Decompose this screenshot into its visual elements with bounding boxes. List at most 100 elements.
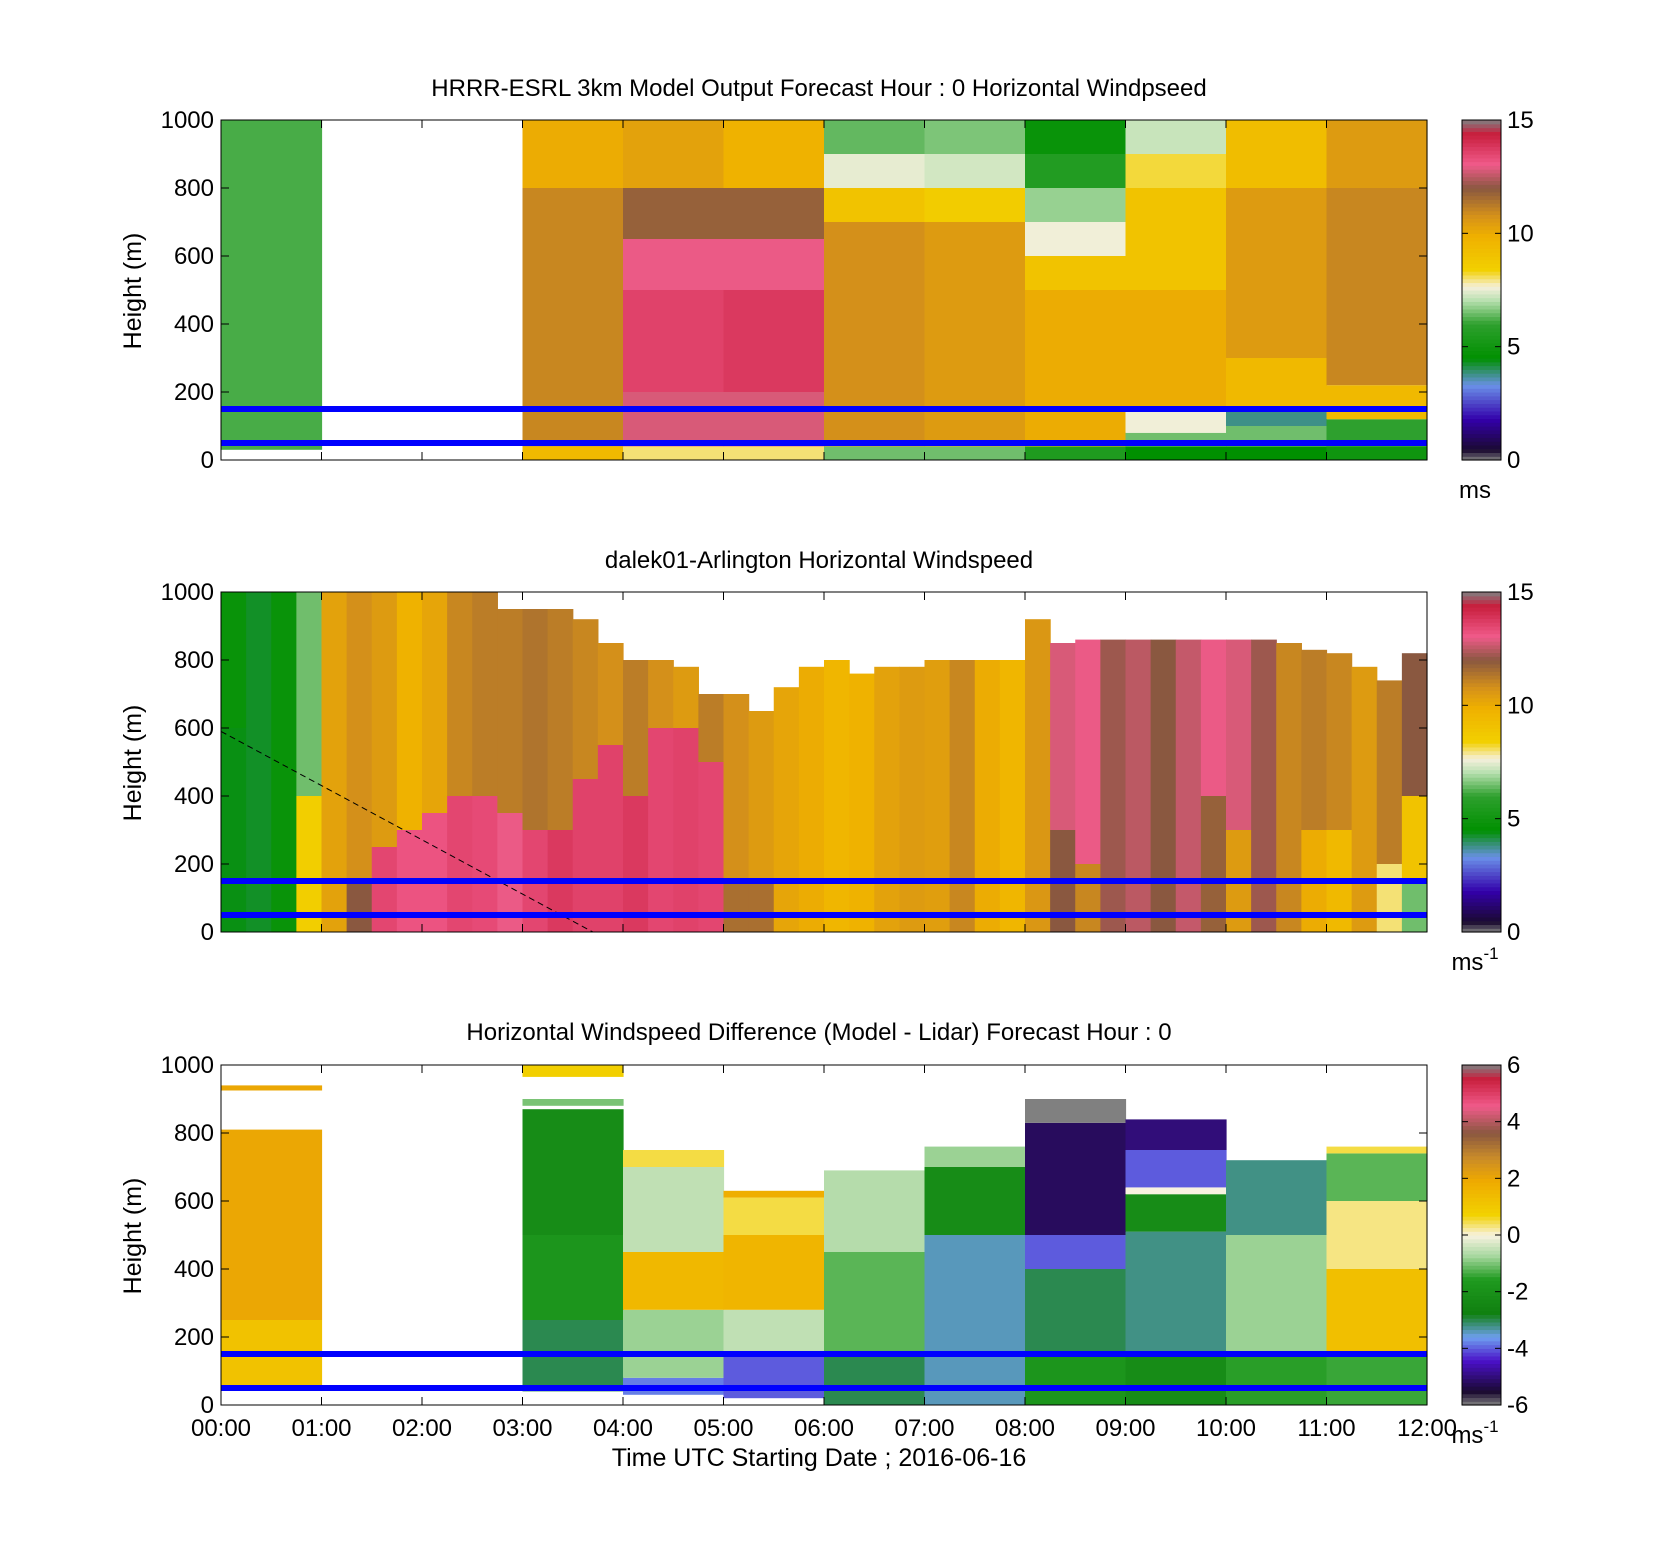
colorbar-segment <box>1462 641 1501 646</box>
colorbar-tick-label: 15 <box>1507 107 1534 134</box>
colorbar-segment <box>1462 735 1501 740</box>
heatmap-cell <box>974 660 1001 932</box>
y-tick-label: 800 <box>174 647 214 674</box>
colorbar-segment <box>1462 678 1501 684</box>
y-tick-label: 400 <box>174 1256 214 1283</box>
colorbar-segment <box>1462 1352 1501 1357</box>
colorbar-segment <box>1462 709 1501 714</box>
heatmap-cell <box>346 592 373 881</box>
heatmap-cell <box>522 188 624 447</box>
colorbar-segment <box>1462 240 1501 246</box>
colorbar-segment <box>1462 1246 1501 1251</box>
heatmap-cell <box>623 392 725 447</box>
colorbar-segment <box>1462 1151 1501 1157</box>
y-tick-label: 1000 <box>161 107 214 134</box>
heatmap-cell <box>623 1167 725 1252</box>
colorbar-segment <box>1462 830 1501 835</box>
colorbar-segment <box>1462 384 1501 389</box>
colorbar-segment <box>1462 1216 1501 1221</box>
colorbar-segment <box>1462 1114 1501 1119</box>
heatmap-cell <box>924 1235 1026 1405</box>
heatmap-cell <box>1125 446 1227 460</box>
colorbar-segment <box>1462 278 1501 284</box>
colorbar-segment <box>1462 777 1501 782</box>
colorbar-segment <box>1462 731 1501 737</box>
heatmap-cell <box>623 1252 725 1310</box>
heatmap-cell <box>698 694 725 762</box>
colorbar-segment <box>1462 154 1501 159</box>
colorbar-segment <box>1462 1235 1501 1240</box>
colorbar-segment <box>1462 811 1501 816</box>
y-tick-label: 800 <box>174 175 214 202</box>
colorbar-segment <box>1462 1144 1501 1149</box>
heatmap-cell <box>1075 864 1101 932</box>
heatmap-cell <box>1125 1354 1227 1405</box>
colorbar-segment <box>1462 1174 1501 1179</box>
colorbar-segment <box>1462 614 1501 620</box>
heatmap-cell <box>798 666 825 932</box>
heatmap-cell <box>723 694 750 881</box>
colorbar-segment <box>1462 1238 1501 1244</box>
heatmap-cell <box>1025 1122 1127 1235</box>
heatmap-cell <box>1251 639 1277 932</box>
heatmap-cell <box>1226 446 1328 460</box>
heatmap-cell <box>723 881 750 932</box>
heatmap-cell <box>522 1099 624 1106</box>
colorbar-segment <box>1462 1208 1501 1213</box>
heatmap-cell <box>648 660 674 728</box>
colorbar-segment <box>1462 188 1501 193</box>
x-tick-label: 04:00 <box>593 1415 653 1442</box>
heatmap-cell <box>1175 639 1202 932</box>
panel-lidar-title: dalek01-Arlington Horizontal Windspeed <box>605 547 1033 574</box>
heatmap-cell <box>1025 256 1127 290</box>
colorbar-segment <box>1462 233 1501 238</box>
colorbar-segment <box>1462 1227 1501 1232</box>
colorbar-segment <box>1462 327 1501 333</box>
colorbar-segment <box>1462 225 1501 231</box>
heatmap-cell <box>1326 653 1353 830</box>
colorbar-segment <box>1462 626 1501 631</box>
heatmap-cell <box>422 592 448 813</box>
colorbar-segment <box>1462 1102 1501 1108</box>
colorbar-segment <box>1462 1272 1501 1278</box>
colorbar-segment <box>1462 1099 1501 1104</box>
colorbar-segment <box>1462 1065 1501 1070</box>
colorbar-unit: ms <box>1459 477 1491 504</box>
colorbar-segment <box>1462 206 1501 212</box>
colorbar-segment <box>1462 191 1501 197</box>
colorbar-segment <box>1462 1295 1501 1300</box>
colorbar-segment <box>1462 150 1501 155</box>
heatmap-cell <box>1226 409 1328 426</box>
colorbar-segment <box>1462 1106 1501 1111</box>
colorbar-segment <box>1462 754 1501 759</box>
colorbar-segment <box>1462 395 1501 401</box>
y-tick-label: 200 <box>174 1324 214 1351</box>
heatmap-cell <box>522 609 549 830</box>
colorbar-segment <box>1462 1280 1501 1285</box>
colorbar-segment <box>1462 380 1501 386</box>
colorbar-segment <box>1462 1133 1501 1138</box>
colorbar-unit: ms-1 <box>1451 1417 1498 1449</box>
heatmap-cell <box>321 592 348 932</box>
panel-diff-colorbar: -6 -4 -2 0 2 4 6 ms-1 <box>1451 1052 1528 1449</box>
colorbar-segment <box>1462 886 1501 892</box>
x-tick-label: 06:00 <box>794 1415 854 1442</box>
colorbar-segment <box>1462 656 1501 661</box>
colorbar-segment <box>1462 728 1501 733</box>
colorbar-segment <box>1462 1155 1501 1161</box>
heatmap-cell <box>924 154 1026 188</box>
heatmap-cell <box>1125 188 1227 290</box>
heatmap-cell <box>698 762 725 932</box>
heatmap-cell <box>1326 446 1428 460</box>
heatmap-cell <box>673 666 699 728</box>
heatmap-cell <box>1276 643 1302 932</box>
heatmap-cell <box>824 120 926 154</box>
colorbar-unit-exponent: -1 <box>1483 1417 1498 1436</box>
colorbar-segment <box>1462 644 1501 650</box>
colorbar-segment <box>1462 1306 1501 1312</box>
colorbar-segment <box>1462 146 1501 151</box>
colorbar-segment <box>1462 290 1501 295</box>
colorbar-segment <box>1462 1159 1501 1164</box>
colorbar-segment <box>1462 913 1501 918</box>
heatmap-cell <box>723 1235 825 1310</box>
